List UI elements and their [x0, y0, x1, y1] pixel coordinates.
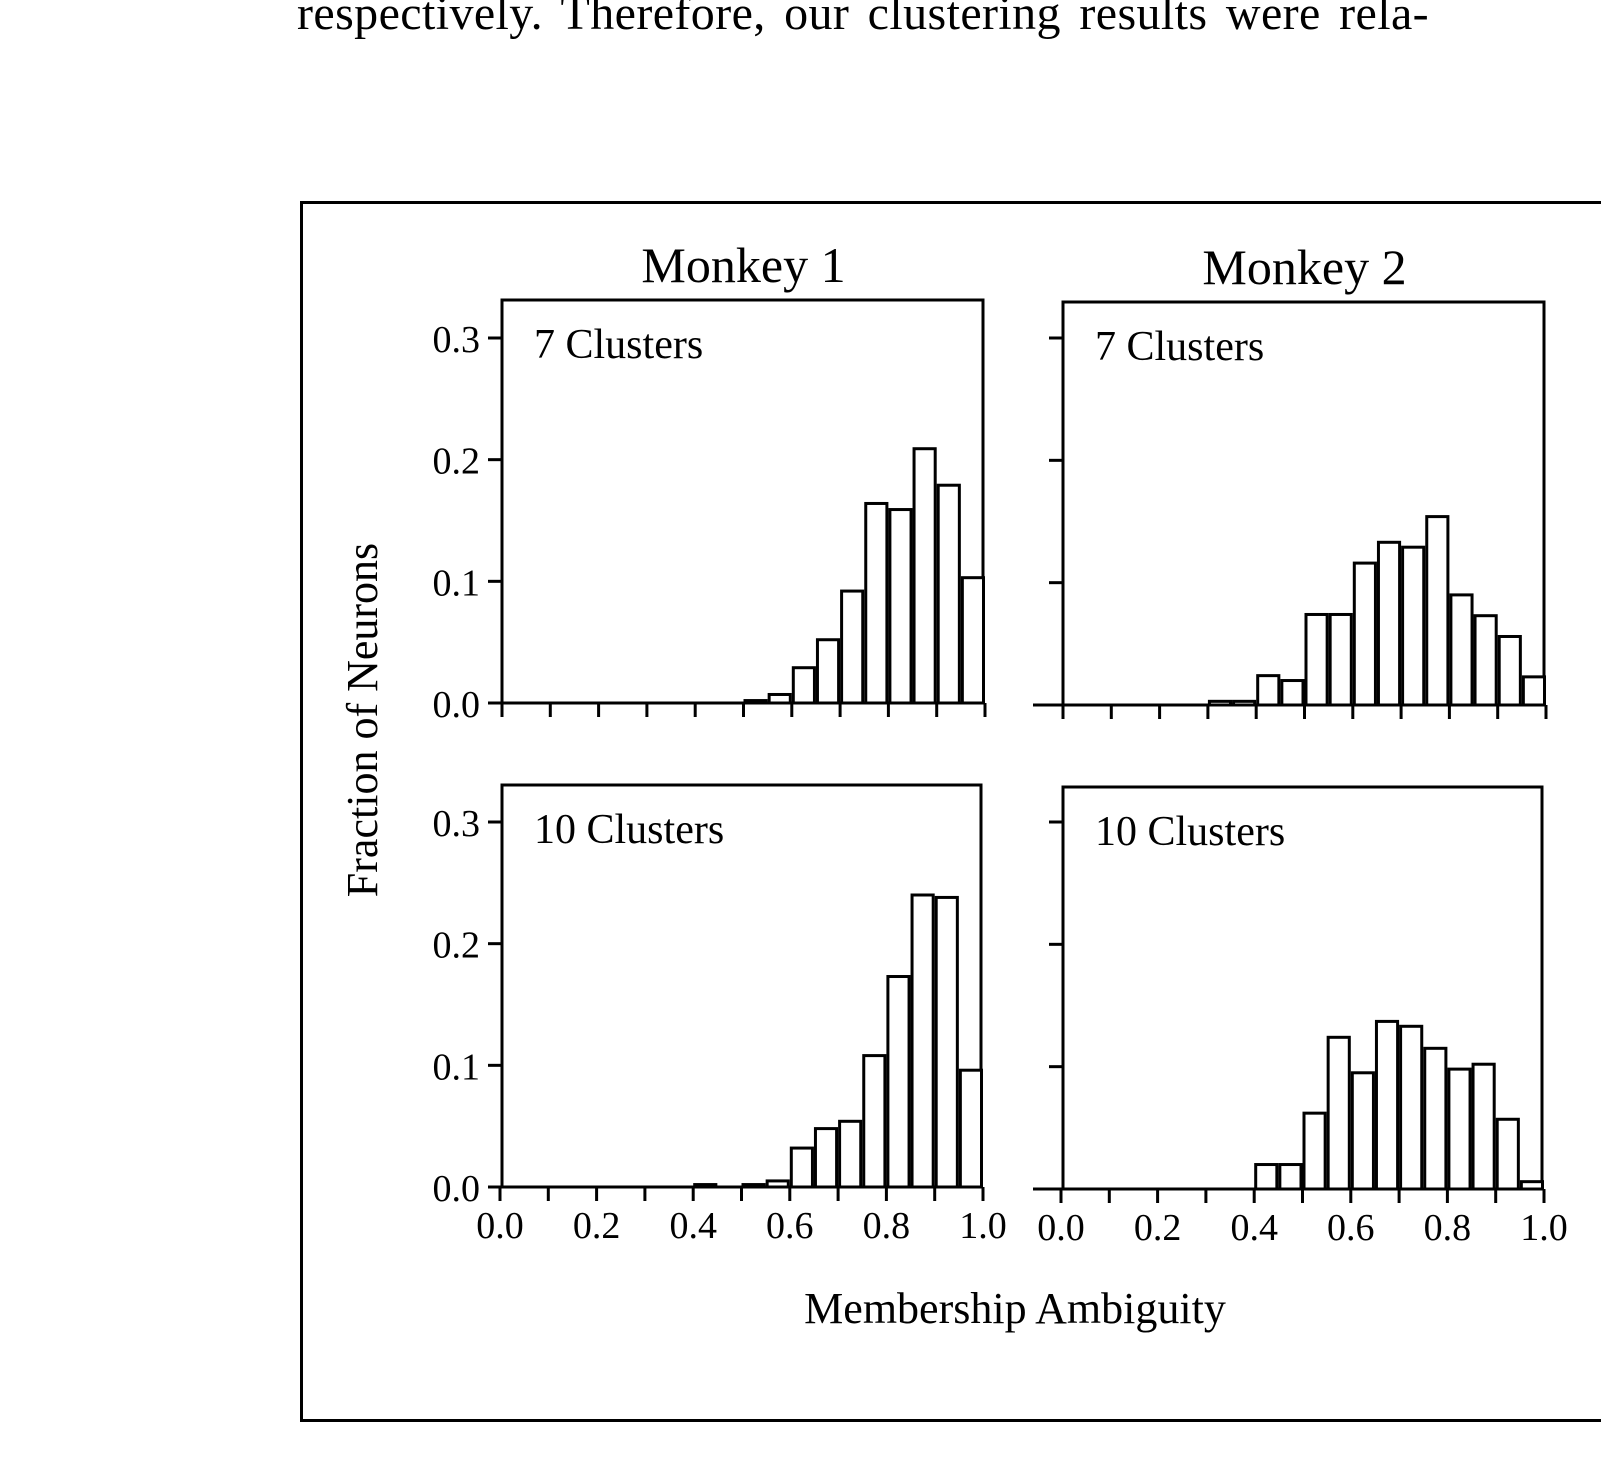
- bar: [888, 508, 913, 705]
- bar: [864, 501, 889, 705]
- x-tick-label: 0.6: [766, 1205, 814, 1247]
- bar: [741, 1183, 766, 1189]
- y-tick-label: 0.0: [433, 1168, 481, 1210]
- bar: [789, 1146, 814, 1189]
- x-tick-label: 1.0: [959, 1205, 1007, 1247]
- panel-4: 0.0 0.2 0.4 0.6 0.8 1.0 10 Clusters: [1033, 785, 1568, 1249]
- x-tick-label: 1.0: [1520, 1207, 1568, 1249]
- x-tick-label: 0.2: [1134, 1207, 1182, 1249]
- bar: [1280, 679, 1305, 707]
- x-tick-label: 0.8: [1424, 1207, 1472, 1249]
- bar: [1449, 593, 1474, 707]
- panel-3: 0.0 0.1 0.2 0.3 0.0 0.2 0.4 0.6 0.8 1.0 10 Cluster…: [433, 783, 1007, 1247]
- bar: [767, 692, 792, 705]
- panel-frame: [1061, 785, 1544, 1189]
- y-tick-label: 0.2: [433, 441, 481, 483]
- bar: [958, 1068, 983, 1189]
- bar: [886, 975, 911, 1189]
- bar: [1423, 1046, 1448, 1191]
- bar: [765, 1179, 790, 1189]
- bar: [1328, 612, 1353, 707]
- bar: [1352, 561, 1377, 707]
- bar: [743, 699, 768, 705]
- panel-frame: [500, 298, 985, 703]
- bar: [1350, 1071, 1375, 1191]
- y-tick-label: 0.0: [433, 684, 481, 726]
- bar: [1304, 612, 1329, 707]
- x-tick-label: 0.6: [1327, 1207, 1375, 1249]
- bar: [840, 589, 865, 705]
- y-tick-label: 0.1: [433, 1046, 481, 1088]
- panel-label: 10 Clusters: [534, 807, 724, 853]
- panel-label: 7 Clusters: [534, 322, 703, 368]
- bar: [936, 483, 961, 705]
- bar: [1497, 634, 1522, 707]
- bar: [960, 576, 985, 705]
- bar: [1374, 1019, 1400, 1191]
- bar: [1207, 699, 1233, 707]
- bar: [693, 1183, 718, 1189]
- bar: [1471, 1062, 1496, 1191]
- bar: [1425, 515, 1450, 707]
- bar: [1401, 545, 1426, 707]
- bar: [1232, 699, 1257, 707]
- column-title: Monkey 2: [1202, 239, 1406, 295]
- body-text-line: respectively. Therefore, our clustering …: [297, 0, 1430, 40]
- bar: [1521, 675, 1546, 707]
- bar: [1473, 614, 1498, 707]
- x-tick-label: 0.4: [1230, 1207, 1278, 1249]
- column-title: Monkey 1: [641, 237, 845, 293]
- panel-label: 7 Clusters: [1095, 324, 1264, 370]
- bar: [1519, 1180, 1544, 1191]
- panel-2: Monkey 2 7 Clusters: [1033, 239, 1548, 719]
- figure-frame: [300, 201, 1601, 1422]
- panel-label: 10 Clusters: [1095, 809, 1285, 855]
- panels: Monkey 1 0.0 0.1 0.2 0.3 7 Clusters Monkey 2 7 …: [433, 237, 1568, 1249]
- bar: [838, 1119, 863, 1189]
- bar: [912, 447, 937, 705]
- bar: [1447, 1067, 1472, 1191]
- y-tick-label: 0.3: [433, 319, 481, 361]
- x-tick-label: 0.8: [863, 1205, 911, 1247]
- bar: [1399, 1024, 1424, 1191]
- y-tick-label: 0.2: [433, 925, 481, 967]
- bar: [934, 895, 959, 1189]
- bar: [815, 638, 841, 705]
- y-tick-label: 0.3: [433, 803, 481, 845]
- bar: [1376, 540, 1402, 707]
- y-tick-label: 0.1: [433, 562, 481, 604]
- panel-1: Monkey 1 0.0 0.1 0.2 0.3 7 Clusters: [433, 237, 987, 726]
- bar: [1256, 674, 1281, 707]
- bar: [1302, 1111, 1327, 1191]
- x-tick-label: 0.0: [476, 1205, 524, 1247]
- bar: [1278, 1163, 1303, 1191]
- bar: [1326, 1035, 1351, 1191]
- bar: [1495, 1117, 1520, 1191]
- x-tick-label: 0.2: [573, 1205, 621, 1247]
- bar: [1254, 1163, 1279, 1191]
- x-tick-label: 0.4: [669, 1205, 717, 1247]
- bar: [862, 1054, 887, 1189]
- bar: [813, 1127, 839, 1189]
- x-axis-label: Membership Ambiguity: [804, 1284, 1226, 1333]
- bar: [791, 666, 816, 705]
- panel-frame: [500, 783, 983, 1187]
- y-axis-label: Fraction of Neurons: [338, 543, 387, 897]
- panel-frame: [1061, 300, 1546, 705]
- x-tick-label: 0.0: [1037, 1207, 1085, 1249]
- bar: [910, 893, 935, 1189]
